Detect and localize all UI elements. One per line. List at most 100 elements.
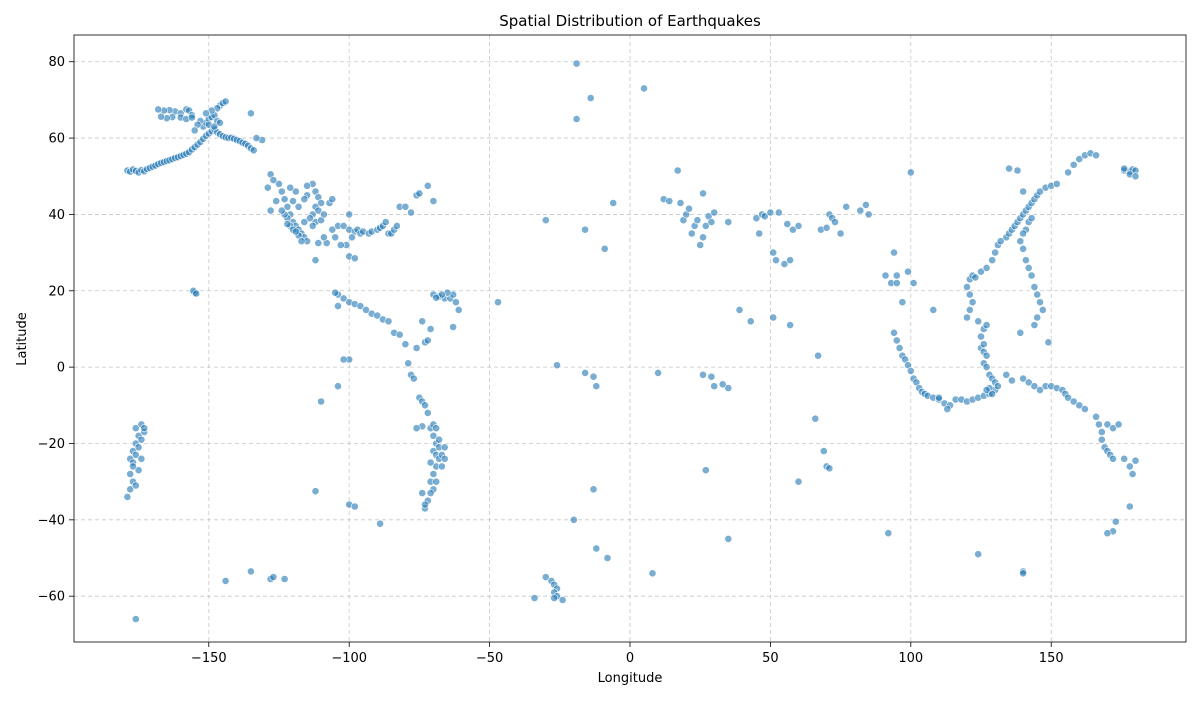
earthquake-point [266, 206, 275, 215]
earthquake-point [339, 221, 348, 230]
earthquake-point [693, 216, 702, 225]
earthquake-point [1024, 263, 1033, 272]
earthquake-point [412, 344, 421, 352]
earthquake-point [707, 372, 716, 381]
earthquake-point [746, 317, 755, 326]
earthquake-point [982, 386, 991, 394]
earthquake-point [592, 544, 601, 553]
y-tick-label: 40 [48, 208, 65, 223]
earthquake-point [283, 220, 292, 228]
earthquake-point [246, 567, 255, 576]
earthquake-point [530, 594, 539, 602]
earthquake-point [1114, 420, 1123, 429]
earthquake-point [277, 206, 286, 215]
earthquake-point [724, 384, 733, 392]
earthquake-point [123, 492, 132, 501]
earthquake-point [429, 470, 438, 478]
x-axis-label: Longitude [598, 671, 663, 686]
earthquake-point [277, 187, 286, 196]
earthquake-point [1016, 328, 1025, 337]
earthquake-point [401, 202, 410, 211]
earthquake-point [319, 233, 328, 242]
earthquake-point [710, 382, 719, 391]
earthquake-point [974, 550, 983, 559]
earthquake-point [300, 195, 309, 204]
earthquake-point [401, 340, 410, 349]
earthquake-point [1052, 179, 1061, 188]
earthquake-point [977, 267, 985, 276]
earthquake-point [1069, 397, 1078, 406]
earthquake-point [314, 239, 323, 247]
x-tick-label: 50 [762, 651, 779, 666]
earthquake-point [1036, 187, 1044, 196]
earthquake-point [603, 554, 612, 562]
earthquake-point [303, 181, 311, 190]
earthquake-point [1075, 401, 1084, 410]
earthquake-point [640, 84, 648, 93]
earthquake-point [131, 615, 140, 623]
earthquake-point [676, 199, 685, 207]
earthquake-point [881, 271, 890, 280]
earthquake-point [965, 305, 974, 314]
earthquake-point [381, 218, 390, 226]
earthquake-point [1097, 428, 1106, 436]
earthquake-point [421, 500, 429, 509]
earthquake-point [699, 189, 707, 198]
earthquake-point [831, 218, 839, 226]
earthquake-point [1097, 435, 1106, 444]
x-tick-label: −150 [191, 651, 227, 666]
earthquake-point [701, 466, 710, 475]
earthquake-point [137, 435, 146, 444]
earthquake-point [392, 221, 401, 230]
earthquake-point [687, 229, 696, 238]
earthquake-point [131, 424, 140, 433]
earthquake-point [1092, 412, 1100, 421]
earthquake-point [409, 374, 418, 383]
earthquake-point [1027, 271, 1036, 280]
earthquake-point [272, 197, 281, 205]
earthquake-point [892, 279, 901, 287]
earthquake-point [131, 450, 140, 459]
earthquake-point [581, 368, 589, 377]
earthquake-point [895, 344, 904, 352]
earthquake-point [454, 305, 463, 314]
earthquake-point [289, 197, 297, 205]
earthquake-point [1036, 298, 1044, 307]
earthquake-point [1027, 214, 1036, 223]
earthquake-point [710, 208, 719, 217]
earthquake-point [696, 241, 705, 249]
y-tick-label: −40 [38, 513, 65, 528]
earthquake-point [996, 237, 1005, 246]
earthquake-point [581, 225, 589, 234]
earthquake-point [892, 271, 901, 280]
earthquake-point [707, 218, 716, 226]
earthquake-point [137, 454, 146, 463]
earthquake-point [1030, 321, 1039, 329]
earthquake-point [783, 220, 792, 228]
earthquake-point [988, 256, 997, 265]
earthquake-point [187, 113, 196, 122]
earthquake-point [541, 216, 550, 225]
earthquake-point [1019, 244, 1027, 253]
earthquake-point [280, 575, 289, 583]
chart-title: Spatial Distribution of Earthquakes [499, 12, 761, 30]
earthquake-point [982, 363, 991, 371]
earthquake-point [794, 477, 803, 486]
x-tick-label: −50 [476, 651, 503, 666]
y-tick-label: 0 [57, 361, 65, 376]
earthquake-point [774, 208, 783, 217]
earthquake-point [432, 477, 441, 486]
x-tick-label: −100 [331, 651, 367, 666]
grid-lines [74, 35, 1186, 642]
earthquake-point [1030, 283, 1039, 291]
earthquake-point [449, 323, 457, 331]
y-tick-label: −20 [38, 437, 65, 452]
earthquake-point [1131, 456, 1140, 465]
earthquake-point [423, 336, 432, 345]
y-tick-label: 80 [48, 55, 65, 70]
earthquake-point [426, 458, 435, 467]
earthquake-point [609, 199, 618, 207]
earthquake-point [280, 195, 289, 204]
earthquake-point [348, 233, 356, 242]
